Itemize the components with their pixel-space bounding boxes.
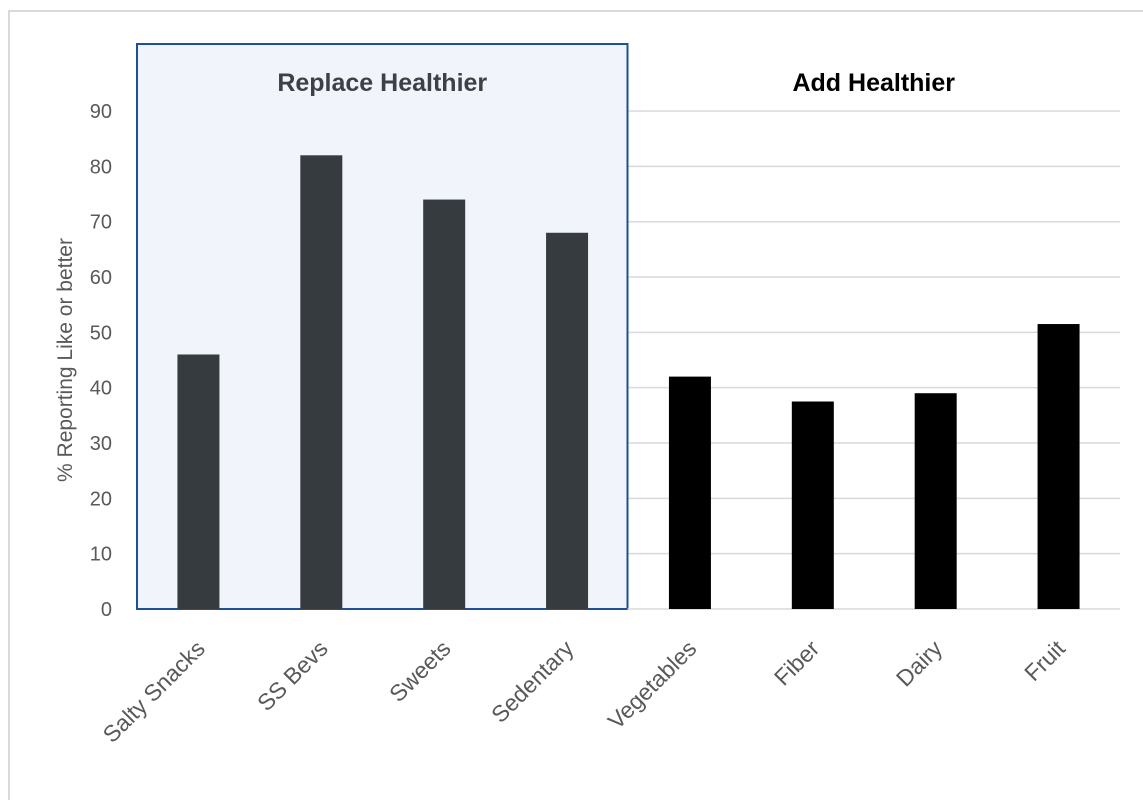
x-tick-label: Sedentary xyxy=(486,635,579,728)
bar-sweets xyxy=(423,199,466,610)
y-tick-label: 40 xyxy=(90,378,112,400)
bar-sedentary xyxy=(546,232,589,610)
y-tick-label: 0 xyxy=(101,599,112,621)
y-tick-label: 60 xyxy=(90,267,112,289)
x-tick-label: Vegetables xyxy=(603,635,702,734)
y-tick-label: 70 xyxy=(90,212,112,234)
x-tick-label: Dairy xyxy=(891,635,948,692)
y-tick-label: 80 xyxy=(90,156,112,178)
bar-vegetables xyxy=(668,376,711,609)
replace-healthier-title: Replace Healthier xyxy=(277,69,487,97)
bar-dairy xyxy=(914,393,957,609)
x-tick-label: SS Bevs xyxy=(252,635,333,716)
bar-fiber xyxy=(791,401,834,609)
y-tick-label: 90 xyxy=(90,101,112,123)
x-tick-label: Sweets xyxy=(384,635,456,707)
y-tick-label: 20 xyxy=(90,488,112,510)
y-tick-label: 30 xyxy=(90,433,112,455)
chart-frame xyxy=(8,10,1143,800)
bar-ss-bevs xyxy=(300,155,343,609)
bar-chart: 0 10 20 30 40 50 60 70 80 90 % Reporting Like or b… xyxy=(54,43,1120,748)
y-axis-label: % Reporting Like or better xyxy=(54,238,77,482)
bar-salty-snacks xyxy=(177,354,220,609)
y-tick-label: 10 xyxy=(90,544,112,566)
x-tick-label: Fiber xyxy=(769,635,825,691)
x-tick-label: Fruit xyxy=(1019,635,1070,686)
bar-fruit xyxy=(1037,324,1080,609)
x-tick-label: Salty Snacks xyxy=(98,635,210,747)
add-healthier-title: Add Healthier xyxy=(792,69,955,97)
y-tick-label: 50 xyxy=(90,322,112,344)
